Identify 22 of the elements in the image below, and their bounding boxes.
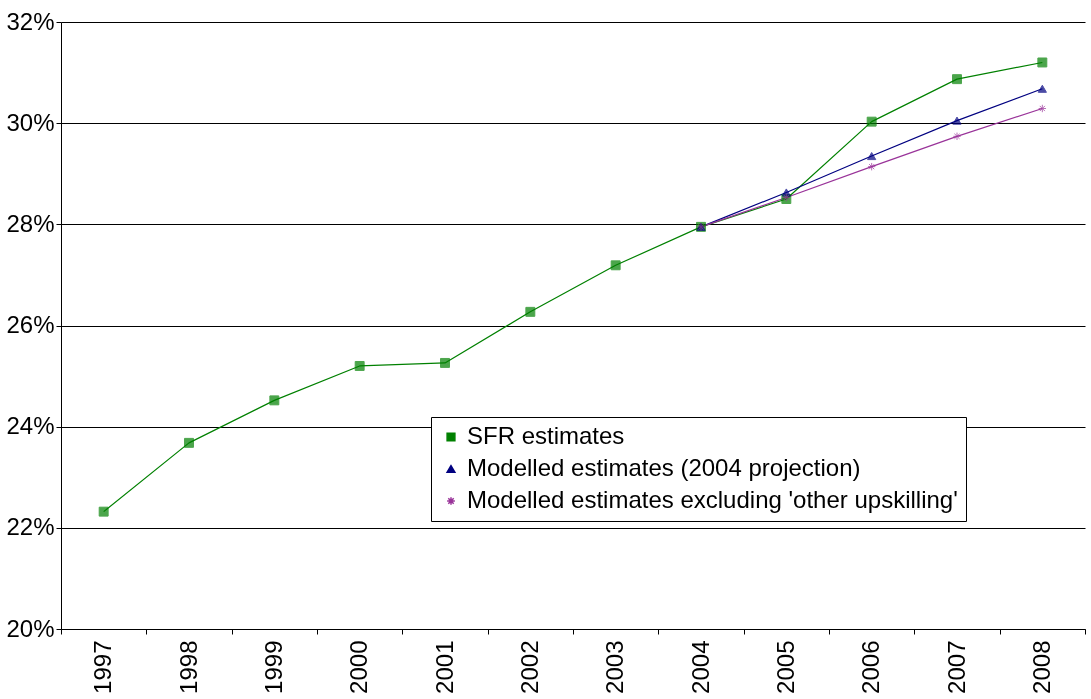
x-tick-label: 1998 xyxy=(174,640,202,694)
y-tick-label: 26% xyxy=(6,311,55,338)
y-tick-label: 24% xyxy=(6,412,55,440)
x-tick-label: 2002 xyxy=(515,640,543,694)
x-tick-label: 2004 xyxy=(686,640,714,694)
legend-label: Modelled estimates (2004 projection) xyxy=(467,454,861,481)
y-tick-label: 30% xyxy=(6,108,55,136)
x-tick-label: 2008 xyxy=(1027,640,1055,694)
y-tick-label: 20% xyxy=(6,614,55,642)
y-tick-label: 22% xyxy=(6,513,55,541)
x-tick-label: 2005 xyxy=(771,640,799,694)
y-tick-label: 32% xyxy=(6,7,55,35)
y-tick-label: 28% xyxy=(6,209,55,237)
legend-label: SFR estimates xyxy=(467,422,625,449)
x-tick-label: 1997 xyxy=(89,640,117,694)
x-tick-label: 2006 xyxy=(857,640,885,694)
legend-label: Modelled estimates excluding 'other upskilling' xyxy=(467,486,958,513)
x-tick-label: 2003 xyxy=(601,640,629,694)
x-tick-label: 2000 xyxy=(345,640,373,694)
x-tick-label: 2001 xyxy=(430,640,458,694)
x-tick-label: 2007 xyxy=(942,640,970,694)
x-tick-label: 1999 xyxy=(259,640,287,694)
